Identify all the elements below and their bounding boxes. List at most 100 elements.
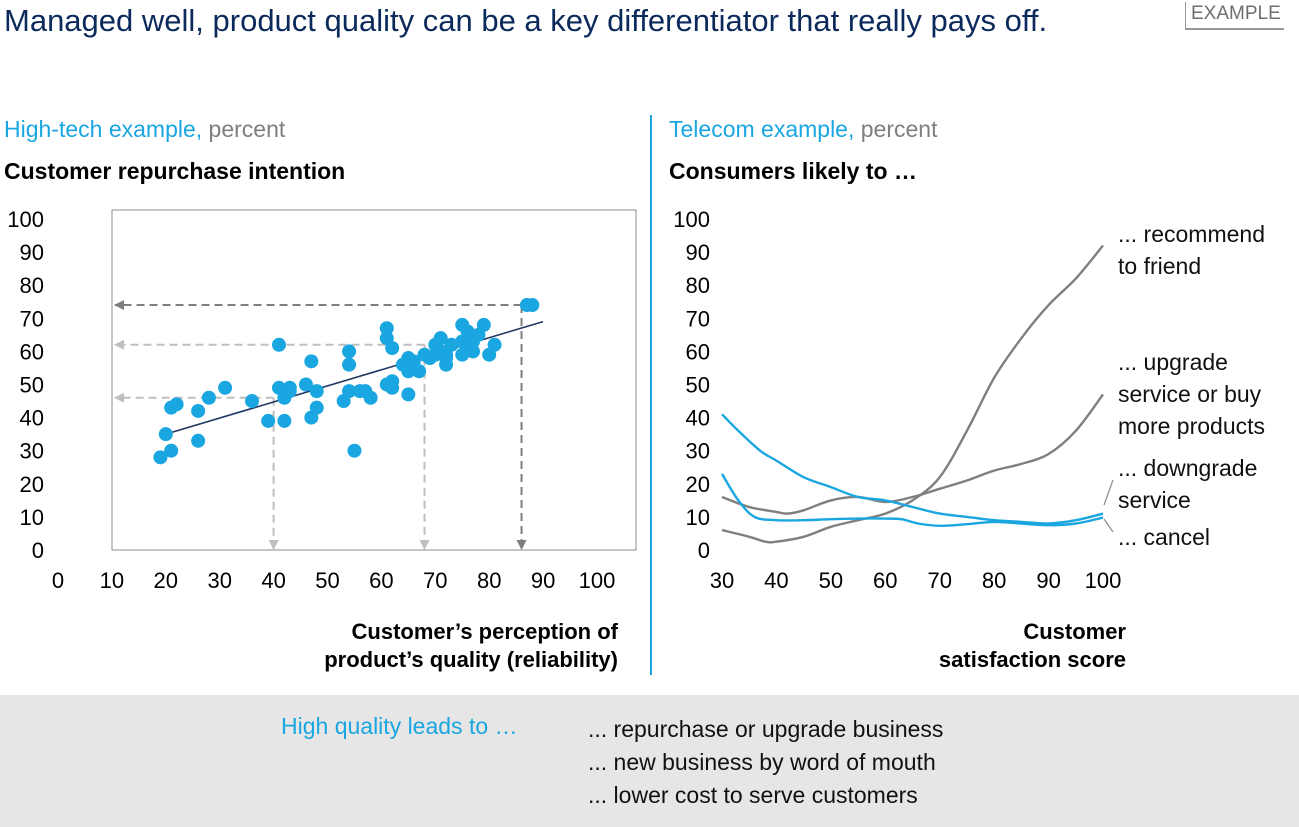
scatter-point [466,344,481,359]
panel-divider [650,115,652,675]
scatter-point [342,384,357,399]
scatter-point [439,351,454,366]
scatter-point [245,394,260,409]
scatter-point [342,344,357,359]
scatter-point [401,387,416,402]
right-x-axis-label-line1: Customer [1023,619,1126,644]
left-chart-heading: Customer repurchase intention [4,158,346,184]
scatter-point [385,341,400,356]
series-label: ... upgrade [1118,349,1228,375]
scatter-point [444,337,459,352]
scatter-point [191,403,206,418]
scatter-point [169,397,184,412]
scatter-point [433,331,448,346]
y-tick-label: 80 [20,273,44,298]
scatter-point [363,390,378,405]
scatter-point [201,390,216,405]
scatter-point [412,364,427,379]
right-x-axis-label-line2: satisfaction score [938,647,1126,672]
scatter-point [304,354,319,369]
left-x-axis-label-line1: Customer’s perception of [351,619,618,644]
scatter-point [309,384,324,399]
y-tick-label: 50 [20,373,44,398]
x-tick-label: 70 [927,568,951,593]
series-line [720,473,1104,528]
scatter-point [379,321,394,336]
y-tick-label: 0 [32,538,44,563]
y-tick-label: 50 [686,373,710,398]
y-tick-label: 30 [686,439,710,464]
series-label: service [1118,487,1191,513]
right-subtitle: Telecom example, percent [669,116,937,143]
y-tick-label: 70 [20,306,44,331]
footer-lead: High quality leads to … [281,713,518,739]
y-tick-label: 40 [686,406,710,431]
right-subtitle-example: Telecom example, [669,116,855,142]
scatter-point [164,443,179,458]
scatter-point [487,337,502,352]
right-x-axis-label: Customer satisfaction score [826,618,1126,674]
series-label: service or buy [1118,381,1262,407]
scatter-point [191,433,206,448]
x-tick-label: 80 [982,568,1006,593]
x-tick-label: 100 [579,568,616,593]
y-tick-label: 10 [686,505,710,530]
x-tick-label: 40 [261,568,285,593]
footer-panel: High quality leads to … ... repurchase o… [0,695,1299,827]
x-tick-label: 90 [1036,568,1060,593]
series-label: more products [1118,413,1265,439]
x-tick-label: 30 [207,568,231,593]
scatter-chart: 0 10 20 30 40 50 60 70 80 90 100 0 10 20 30 40 50 60 70 80 9… [7,207,637,593]
scatter-point [271,337,286,352]
x-tick-label: 60 [873,568,897,593]
scatter-point [277,413,292,428]
scatter-point [218,380,233,395]
left-x-axis-label-line2: product’s quality (reliability) [324,647,618,672]
series-line [721,393,1104,515]
y-tick-label: 0 [698,538,710,563]
scatter-point [153,450,168,465]
scatter-point [342,357,357,372]
scatter-point [525,298,540,313]
y-tick-label: 30 [20,439,44,464]
x-tick-label: 90 [531,568,555,593]
plot-frame [111,209,637,551]
label-leader-line [1103,518,1114,533]
label-leader-line [1103,479,1114,506]
x-tick-label: 60 [369,568,393,593]
x-tick-label: 50 [819,568,843,593]
scatter-point [298,377,313,392]
y-tick-label: 100 [7,207,44,232]
example-tag: EXAMPLE [1185,2,1284,30]
footer-item: ... lower cost to serve customers [588,782,918,808]
footer-list: ... repurchase or upgrade business ... n… [588,713,943,812]
series-line [721,244,1104,544]
y-tick-label: 90 [686,240,710,265]
y-tick-label: 40 [20,406,44,431]
scatter-point [282,380,297,395]
y-tick-label: 80 [686,273,710,298]
scatter-point [476,317,491,332]
scatter-point [347,443,362,458]
x-tick-label: 10 [100,568,124,593]
left-x-axis-label: Customer’s perception of product’s quali… [200,618,618,674]
y-tick-label: 90 [20,240,44,265]
x-tick-label: 70 [423,568,447,593]
line-chart: 0 10 20 30 40 50 60 70 80 90 100 30 40 50 60 70 80 90 100.… [673,207,1265,593]
series-label: to friend [1118,253,1201,279]
scatter-point [261,413,276,428]
series-label: ... recommend [1118,221,1265,247]
y-tick-label: 60 [20,339,44,364]
y-tick-label: 100 [673,207,710,232]
y-tick-label: 70 [686,306,710,331]
y-tick-label: 20 [20,472,44,497]
x-tick-label: 50 [315,568,339,593]
x-tick-label: 0 [52,568,64,593]
y-tick-label: 20 [686,472,710,497]
page-title: Managed well, product quality can be a k… [4,3,1048,38]
footer-item: ... repurchase or upgrade business [588,716,944,742]
x-tick-label: 100 [1085,568,1122,593]
series-label: ... downgrade [1118,455,1257,481]
x-tick-label: 40 [764,568,788,593]
series-line [721,413,1104,525]
